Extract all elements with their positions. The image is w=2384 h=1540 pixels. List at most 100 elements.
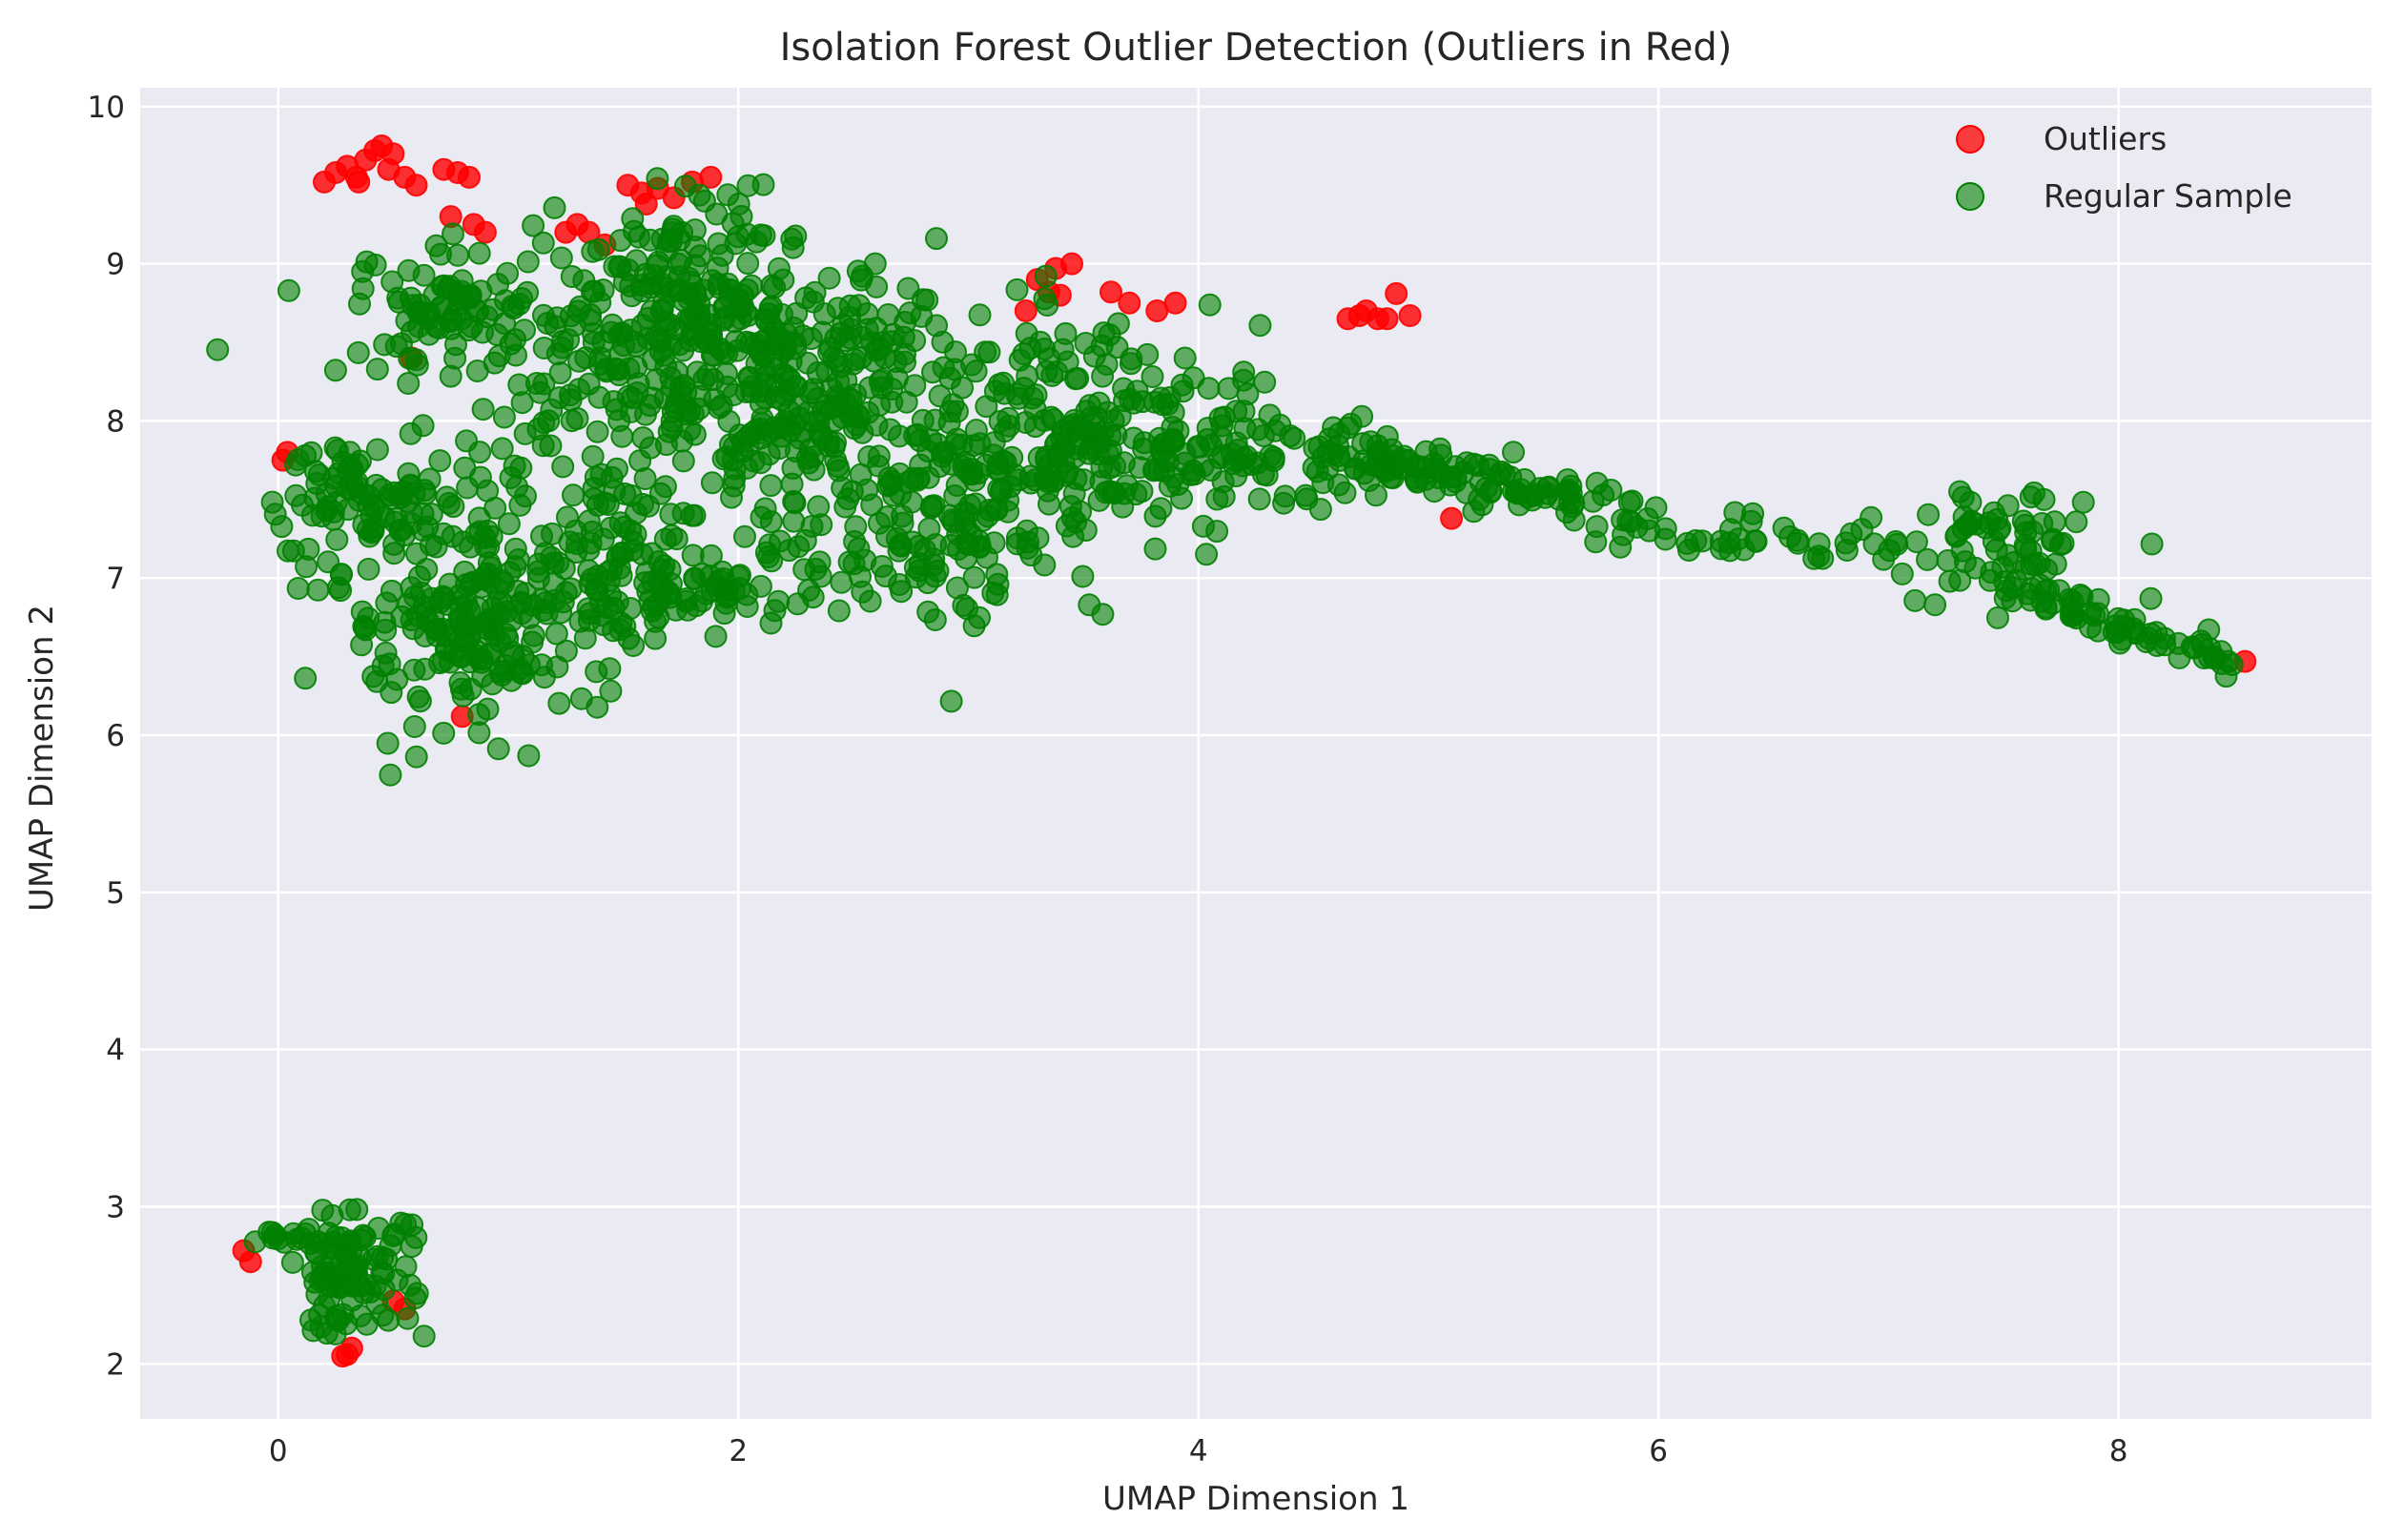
regular-sample-point (468, 441, 492, 464)
regular-sample-point (636, 306, 660, 330)
regular-sample-point (1537, 475, 1561, 499)
regular-sample-point (1064, 510, 1088, 534)
regular-sample-point (606, 457, 628, 481)
regular-sample-point (535, 602, 559, 626)
regular-sample-point (1005, 277, 1029, 301)
regular-sample-point (543, 195, 566, 219)
regular-sample-point (851, 580, 874, 604)
regular-sample-point (1036, 294, 1059, 317)
regular-sample-point (2071, 490, 2095, 514)
x-tick-label: 8 (2109, 1434, 2128, 1468)
regular-sample-point (877, 466, 901, 490)
x-tick-label: 2 (729, 1434, 748, 1468)
regular-sample-point (1078, 593, 1101, 617)
regular-sample-point (768, 437, 791, 461)
regular-sample-point (646, 254, 669, 277)
regular-sample-point (397, 462, 421, 485)
regular-sample-point (736, 303, 760, 327)
outlier-point (1100, 280, 1122, 304)
regular-sample-point (1326, 434, 1350, 458)
regular-sample-point (917, 517, 941, 541)
regular-sample-point (867, 444, 891, 468)
regular-sample-point (595, 359, 619, 383)
regular-sample-point (928, 455, 952, 479)
regular-sample-point (286, 577, 310, 600)
regular-sample-point (1807, 532, 1831, 556)
regular-sample-point (736, 174, 760, 197)
regular-sample-point (1512, 468, 1536, 491)
outlier-point (1385, 281, 1408, 305)
regular-sample-point (373, 610, 397, 634)
regular-sample-point (206, 338, 230, 361)
y-tick-label: 10 (88, 91, 125, 125)
regular-sample-point (284, 453, 308, 477)
regular-sample-point (666, 318, 689, 341)
outlier-point (1060, 252, 1083, 276)
regular-sample-point (1923, 593, 1947, 617)
legend-label-outliers: Outliers (2044, 120, 2167, 157)
regular-sample-point (975, 395, 998, 419)
regular-sample-point (467, 721, 491, 745)
regular-sample-point (827, 599, 851, 623)
regular-sample-point (490, 437, 514, 461)
regular-sample-point (508, 493, 532, 517)
regular-sample-point (349, 1274, 373, 1298)
regular-sample-point (376, 731, 400, 755)
regular-sample-point (1034, 264, 1058, 288)
x-axis-label: UMAP Dimension 1 (1102, 1480, 1409, 1518)
regular-sample-point (397, 372, 421, 395)
regular-sample-point (1233, 417, 1257, 441)
y-tick-label: 5 (106, 876, 125, 911)
regular-sample-point (348, 292, 371, 316)
regular-sample-point (588, 590, 612, 614)
y-tick-label: 3 (106, 1190, 125, 1224)
regular-sample-point (577, 559, 601, 583)
regular-sample-point (380, 270, 404, 294)
regular-sample-point (2044, 552, 2067, 576)
regular-sample-point (280, 1250, 304, 1274)
regular-sample-point (945, 576, 969, 600)
regular-sample-point (399, 421, 422, 445)
regular-sample-point (325, 1271, 349, 1295)
regular-sample-point (1839, 522, 1863, 545)
regular-sample-point (456, 476, 480, 500)
regular-sample-point (622, 634, 646, 657)
regular-sample-point (1410, 455, 1434, 479)
regular-sample-point (402, 715, 426, 738)
regular-sample-point (531, 434, 555, 458)
regular-sample-point (942, 510, 966, 534)
regular-sample-point (645, 368, 668, 391)
regular-sample-point (2140, 532, 2164, 556)
regular-sample-point (1344, 457, 1367, 481)
regular-sample-point (526, 560, 550, 584)
regular-sample-point (2043, 510, 2066, 534)
regular-sample-point (1136, 342, 1160, 366)
regular-sample-point (968, 606, 991, 629)
regular-sample-point (560, 409, 584, 433)
regular-sample-point (713, 579, 737, 603)
regular-sample-point (1072, 468, 1096, 492)
regular-sample-point (517, 744, 541, 768)
regular-sample-point (836, 487, 860, 511)
regular-sample-point (653, 475, 677, 499)
regular-sample-point (488, 660, 512, 684)
regular-sample-point (531, 231, 555, 255)
regular-sample-point (792, 558, 816, 582)
regular-sample-point (666, 360, 689, 384)
regular-sample-point (2058, 587, 2082, 611)
regular-sample-point (720, 485, 743, 509)
outlier-point (1440, 506, 1464, 530)
regular-sample-point (470, 650, 494, 674)
outlier-point (1375, 307, 1399, 331)
regular-sample-point (960, 462, 984, 486)
regular-sample-point (471, 398, 495, 421)
regular-sample-point (1212, 484, 1236, 508)
regular-sample-point (532, 411, 556, 434)
regular-sample-point (545, 622, 568, 646)
regular-sample-point (939, 689, 963, 713)
regular-sample-point (379, 763, 402, 787)
regular-sample-point (647, 550, 671, 573)
legend: Outliers Regular Sample (1956, 120, 2292, 215)
regular-sample-point (868, 511, 891, 535)
regular-sample-point (912, 288, 935, 312)
